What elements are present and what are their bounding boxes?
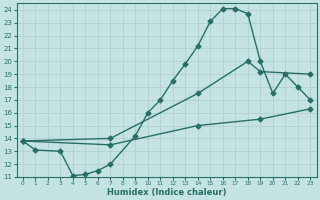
X-axis label: Humidex (Indice chaleur): Humidex (Indice chaleur)	[107, 188, 226, 197]
